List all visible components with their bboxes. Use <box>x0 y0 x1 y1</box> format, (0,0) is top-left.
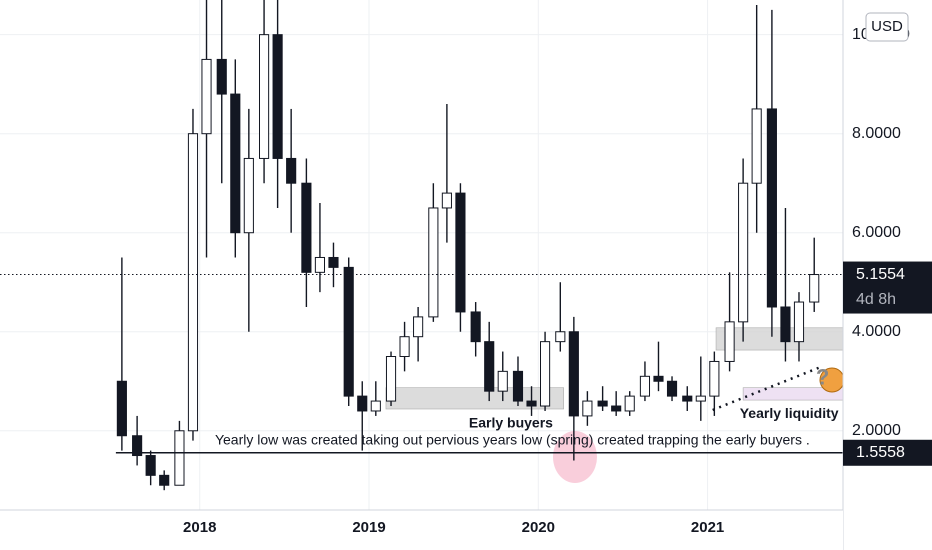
candle-body <box>159 474 170 486</box>
candle-body <box>809 274 820 303</box>
candle-body <box>428 207 439 318</box>
last-price-label: 5.1554 <box>856 266 905 283</box>
candle-body <box>301 182 312 273</box>
annotation: Yearly low was created taking out pervio… <box>215 431 810 447</box>
currency: USD <box>871 18 903 35</box>
candle-body <box>611 405 622 412</box>
candle-body <box>751 108 762 184</box>
candle-body <box>116 380 127 437</box>
y-tick-label: 4.0000 <box>852 323 901 340</box>
candle-body <box>370 400 381 412</box>
candle-body <box>709 360 720 397</box>
time-axis <box>0 510 843 550</box>
candle-body <box>328 256 339 268</box>
candle-body <box>512 370 524 402</box>
candle-body <box>780 306 791 343</box>
candle-body <box>666 380 678 397</box>
currency-badge <box>865 12 909 42</box>
candle-body <box>145 455 156 476</box>
candle-body <box>272 34 283 159</box>
candle-body <box>555 331 566 343</box>
annotation: Early buyers <box>469 415 553 431</box>
candle-body <box>526 400 537 407</box>
candle-body <box>568 331 579 417</box>
candle-body <box>343 266 354 397</box>
candle-body <box>286 157 297 184</box>
candle-body <box>201 58 212 135</box>
candle-body <box>682 395 693 402</box>
candle-body <box>441 192 452 209</box>
candle-body <box>259 34 270 159</box>
candle-body <box>230 93 241 234</box>
annotation: ? <box>816 365 829 390</box>
candle-body <box>413 316 424 338</box>
candle-body <box>597 400 608 407</box>
annotation: Yearly liquidity <box>740 405 839 421</box>
candle-body <box>385 356 397 402</box>
candle-body <box>470 311 481 343</box>
x-tick-label: 2019 <box>352 519 385 536</box>
last-price-box <box>843 261 932 314</box>
x-tick-label: 2020 <box>522 519 555 536</box>
candle-body <box>540 341 551 407</box>
candle-body <box>738 182 749 323</box>
x-tick-label: 2018 <box>183 519 216 536</box>
candle-body <box>624 395 635 412</box>
candle-body <box>357 395 368 412</box>
candle-body <box>653 375 664 382</box>
candle-body <box>174 430 185 486</box>
candle-body <box>724 321 735 362</box>
highlight-circle <box>553 431 597 483</box>
y-tick-label: 2.0000 <box>852 422 901 439</box>
candle-body <box>399 336 410 358</box>
candle-body <box>639 375 651 397</box>
countdown: 4d 8h <box>856 291 896 308</box>
candle-body <box>497 370 508 392</box>
candle-body <box>695 395 706 402</box>
candle-body <box>455 192 466 313</box>
candle-body <box>243 157 254 234</box>
candle-body <box>314 256 326 273</box>
level-box <box>843 439 932 466</box>
candle-body <box>766 108 777 308</box>
candle-body <box>187 133 199 432</box>
level-label: 1.5558 <box>856 444 905 461</box>
x-tick-label: 2021 <box>691 519 724 536</box>
y-tick-label: 8.0000 <box>852 125 901 142</box>
candle-body <box>793 301 805 343</box>
y-tick-label: 6.0000 <box>852 224 901 241</box>
candle-body <box>582 400 593 417</box>
zone <box>385 387 564 410</box>
candle-body <box>132 435 143 457</box>
candle-body <box>216 58 227 95</box>
zone <box>715 327 844 351</box>
candle-body <box>484 341 495 392</box>
